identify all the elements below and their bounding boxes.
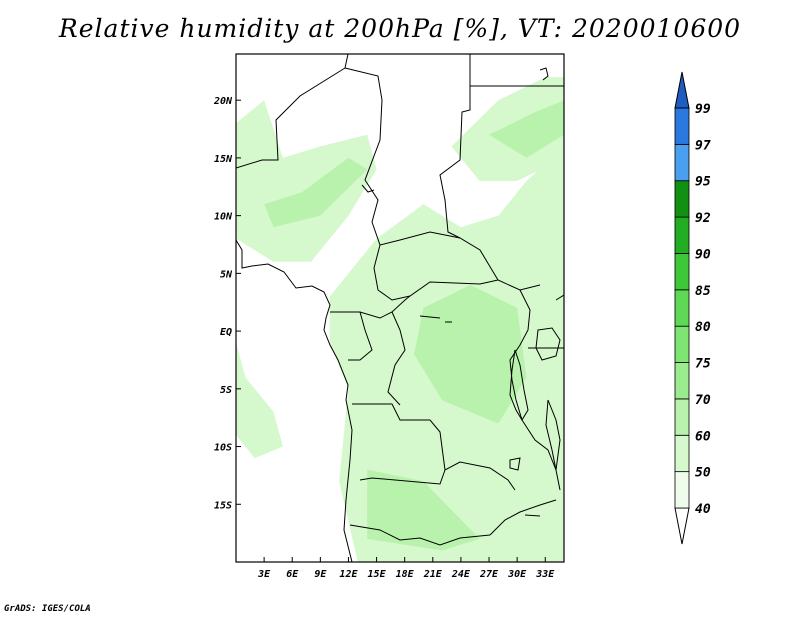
colorbar-swatch	[674, 216, 690, 254]
humidity-region	[489, 100, 564, 158]
country-borders	[236, 54, 564, 562]
colorbar-label: 92	[695, 211, 711, 226]
colorbar-lower-arrow	[674, 507, 690, 545]
border-line	[352, 403, 516, 491]
colorbar-label: 95	[695, 175, 711, 190]
border-line	[387, 311, 406, 406]
lake-outline	[539, 67, 549, 81]
lon-tick-label: 33E	[535, 569, 555, 580]
colorbar-label: 99	[695, 102, 711, 117]
lat-tick-label: 15N	[214, 154, 233, 165]
lake-outline	[419, 315, 452, 323]
lat-tick-label: 10N	[214, 212, 233, 223]
lon-tick-label: 12E	[339, 569, 358, 580]
lon-tick-label: 6E	[286, 569, 299, 580]
lake-outline	[535, 327, 561, 361]
lon-tick-label: 24E	[451, 569, 471, 580]
border-line	[439, 54, 471, 239]
humidity-region	[236, 342, 283, 459]
colorbar-swatch	[674, 471, 690, 509]
colorbar-label: 75	[695, 357, 711, 372]
border-line	[521, 419, 561, 491]
humidity-region	[367, 469, 480, 551]
lat-tick-label: 10S	[214, 443, 232, 454]
border-line	[330, 295, 411, 319]
map-title: Relative humidity at 200hPa [%], VT: 202…	[58, 14, 742, 43]
colorbar: 40 50 60 70 75 80 85 90 92 95 97 99	[674, 71, 711, 545]
colorbar-swatch	[674, 362, 690, 400]
map-frame	[235, 53, 565, 563]
border-line	[359, 469, 446, 485]
colorbar-label: 70	[695, 393, 711, 408]
colorbar-swatch	[674, 289, 690, 327]
border-line	[344, 67, 383, 246]
lon-tick-label: 3E	[257, 569, 271, 580]
colorbar-swatch	[674, 253, 690, 291]
colorbar-label: 80	[695, 320, 711, 335]
map-axes: 20N 15N 10N 5N EQ 5S 10S 15S 3E 6E 9E 12E 15E 18E 21E 2…	[213, 96, 555, 580]
colorbar-label: 40	[695, 502, 711, 517]
lat-tick-label: 5N	[220, 269, 233, 280]
colorbar-swatch	[674, 434, 690, 473]
lon-tick-label: 30E	[507, 569, 527, 580]
colorbar-swatch	[674, 180, 690, 218]
colorbar-label: 90	[695, 247, 711, 262]
border-line	[555, 294, 564, 301]
border-line	[379, 231, 541, 291]
colorbar-upper-arrow	[674, 71, 690, 109]
lon-tick-label: 9E	[314, 569, 327, 580]
lon-tick-label: 15E	[368, 569, 387, 580]
grads-credit: GrADS: IGES/COLA	[4, 604, 91, 614]
humidity-region	[264, 157, 368, 228]
humidity-field-layer	[236, 77, 564, 562]
lat-tick-label: 15S	[214, 500, 232, 511]
colorbar-label: 85	[695, 284, 711, 299]
lake-outline	[509, 457, 521, 471]
lat-tick-label: 5S	[220, 385, 232, 396]
colorbar-label: 60	[695, 429, 711, 444]
border-line	[489, 499, 557, 536]
border-line	[349, 524, 491, 546]
lon-tick-label: 21E	[423, 569, 443, 580]
colorbar-swatch	[674, 398, 690, 436]
humidity-region	[414, 284, 527, 424]
colorbar-swatch	[674, 107, 690, 145]
coastline	[236, 110, 353, 562]
lake-outline	[509, 349, 529, 421]
lon-tick-label: 18E	[396, 569, 415, 580]
colorbar-label: 97	[695, 138, 711, 153]
lake-outline	[524, 514, 541, 517]
colorbar-swatch	[674, 325, 690, 363]
colorbar-label: 50	[695, 466, 711, 481]
lake-outline	[361, 184, 375, 193]
colorbar-swatch	[674, 143, 690, 182]
lat-tick-label: EQ	[220, 327, 232, 338]
border-line	[348, 311, 373, 361]
lat-tick-label: 20N	[213, 96, 233, 107]
border-line	[373, 244, 499, 301]
lon-tick-label: 27E	[479, 569, 499, 580]
lake-outline	[545, 399, 561, 471]
